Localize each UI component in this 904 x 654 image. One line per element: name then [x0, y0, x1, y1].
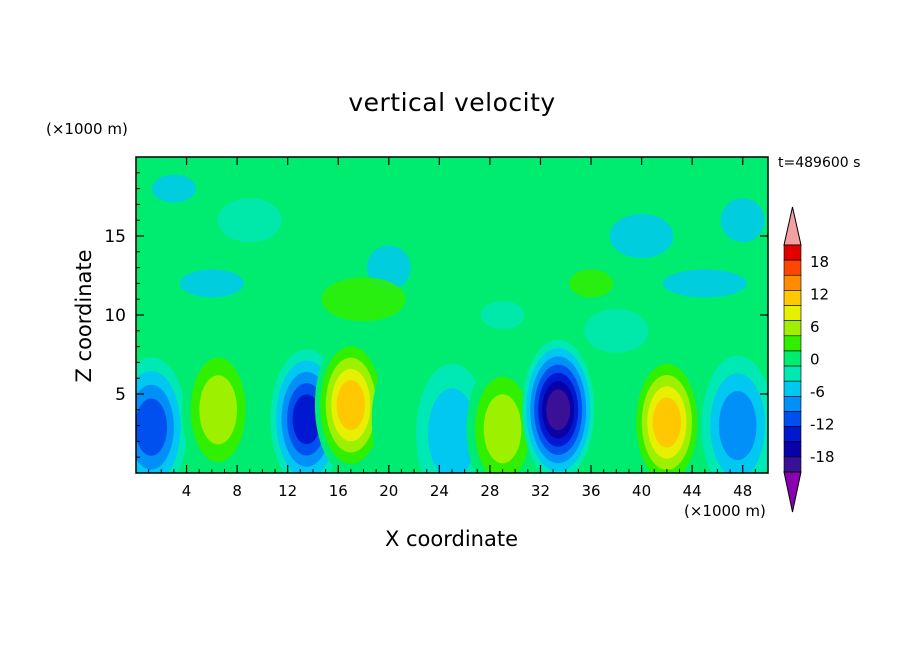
colorbar-level	[783, 335, 802, 352]
velocity-cell-contour	[546, 389, 571, 431]
x-tick-label: 40	[632, 482, 651, 500]
field-patch	[480, 301, 525, 329]
x-tick-label: 12	[278, 482, 297, 500]
field-patch	[432, 190, 497, 219]
x-tick-label: 28	[480, 482, 499, 500]
velocity-cell-contour	[428, 388, 476, 473]
colorbar-level	[783, 411, 802, 427]
colorbar: 18 12 6 0 -6 -12 -18	[783, 206, 835, 513]
colorbar-tick-label: -12	[810, 415, 835, 433]
y-tick-label: 15	[104, 227, 126, 247]
time-label: t=489600 s	[778, 155, 861, 171]
velocity-cell-contour	[483, 394, 522, 464]
colorbar-level	[783, 305, 802, 321]
x-tick-label: 48	[733, 482, 752, 500]
colorbar-level	[783, 290, 802, 306]
velocity-cell-contour	[336, 380, 366, 430]
colorbar-level	[783, 274, 802, 291]
field-patch	[217, 198, 282, 243]
velocity-cell-contour	[199, 375, 238, 445]
colorbar-level	[783, 259, 802, 276]
x-tick-label: 44	[683, 482, 702, 500]
field-patch	[720, 198, 765, 243]
x-tick-label: 4	[182, 482, 192, 500]
field-patch	[283, 174, 368, 203]
colorbar-tick-label: 0	[810, 351, 820, 369]
y-axis-unit: (×1000 m)	[46, 120, 128, 138]
y-axis: 5 10 15	[104, 172, 768, 458]
colorbar-tick-label: -6	[810, 383, 825, 401]
colorbar-tick-label: -18	[810, 448, 835, 466]
colorbar-level	[783, 456, 802, 473]
colorbar-tick-label: 12	[810, 286, 829, 304]
velocity-cell-contour	[292, 394, 321, 445]
field-patch	[321, 277, 406, 322]
colorbar-level	[783, 350, 802, 367]
x-tick-label: 16	[329, 482, 348, 500]
x-axis: 4 8 12 16 20 24 28 32 36 40 44 48	[148, 157, 756, 500]
velocity-cell-contour	[718, 391, 757, 461]
colorbar-level	[783, 365, 802, 382]
field-patch	[151, 174, 196, 203]
colorbar-tick-label: 18	[810, 253, 829, 271]
colorbar-bottom-arrow	[783, 471, 802, 513]
field-patch	[584, 308, 649, 353]
velocity-cell-contour	[652, 397, 682, 448]
chart-title: vertical velocity	[348, 88, 556, 117]
field-patch	[485, 214, 570, 258]
colorbar-top-arrow	[783, 206, 802, 246]
y-tick-label: 10	[104, 306, 126, 326]
colorbar-level	[783, 426, 802, 443]
colorbar-tick-label: 6	[810, 318, 820, 336]
field-patch	[569, 269, 614, 298]
field-patch	[179, 269, 244, 298]
x-tick-label: 32	[531, 482, 550, 500]
x-tick-label: 36	[581, 482, 600, 500]
colorbar-level	[783, 320, 802, 337]
x-tick-label: 20	[379, 482, 398, 500]
x-tick-label: 24	[430, 482, 449, 500]
y-tick-label: 5	[115, 385, 126, 405]
x-axis-unit: (×1000 m)	[684, 502, 766, 520]
colorbar-level	[783, 396, 802, 412]
x-axis-label: X coordinate	[384, 527, 519, 551]
contour-field	[136, 157, 768, 473]
field-patch	[662, 269, 747, 298]
velocity-cell-contour	[136, 398, 168, 456]
field-patch	[609, 214, 674, 258]
colorbar-level	[783, 244, 802, 261]
x-tick-label: 8	[232, 482, 242, 500]
colorbar-level	[783, 441, 802, 458]
colorbar-level	[783, 380, 802, 397]
